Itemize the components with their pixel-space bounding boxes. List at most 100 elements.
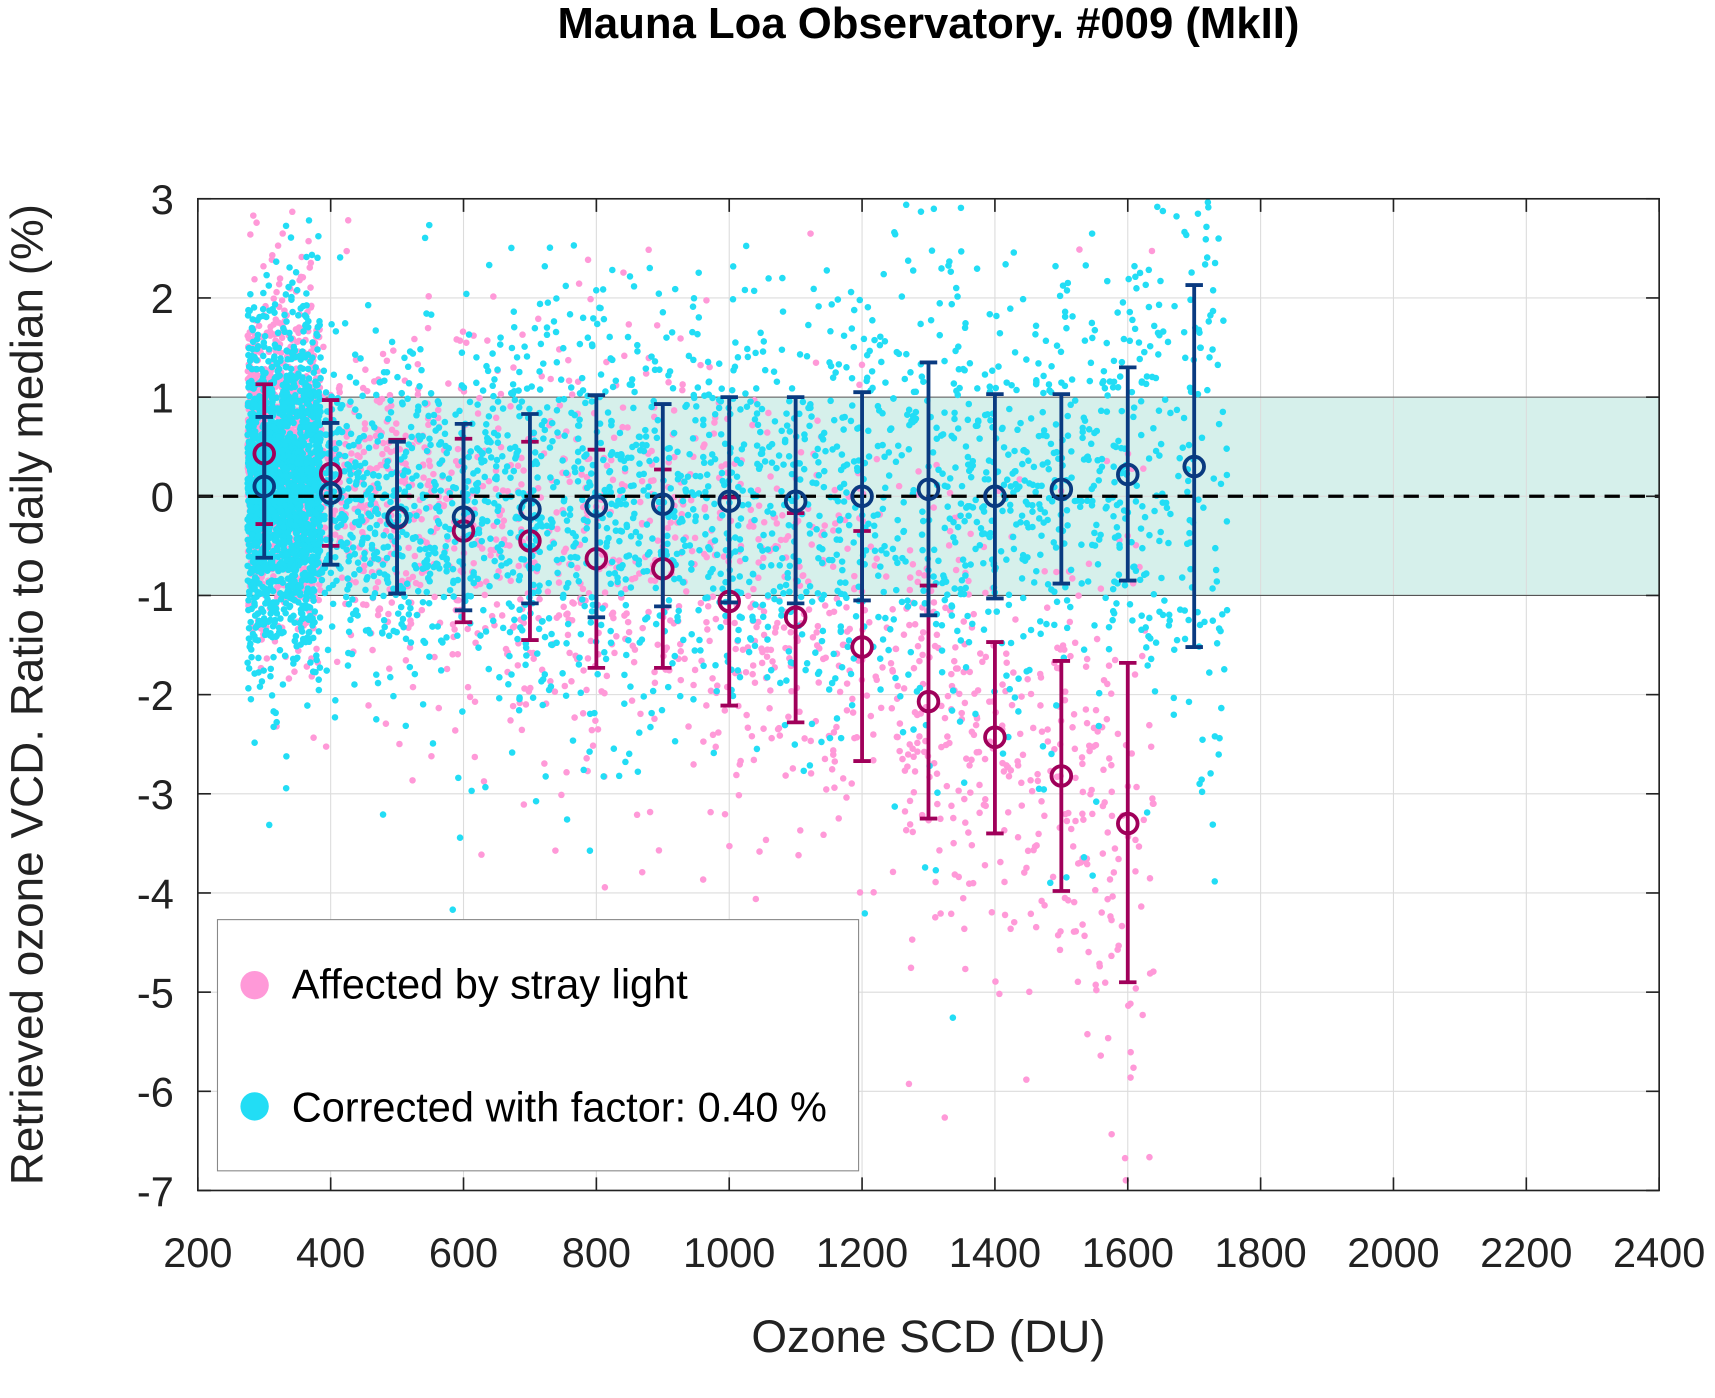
corrected-point	[818, 738, 825, 746]
corrected-point	[347, 616, 354, 624]
corrected-point	[559, 457, 566, 464]
corrected-point	[772, 545, 780, 552]
corrected-point	[1223, 606, 1231, 614]
affected-point	[507, 403, 514, 410]
corrected-point	[785, 453, 793, 460]
affected-point	[671, 453, 678, 461]
corrected-point	[882, 614, 889, 622]
affected-point	[992, 978, 999, 985]
affected-point	[466, 693, 474, 701]
affected-point	[1146, 1153, 1153, 1161]
corrected-point	[335, 439, 343, 447]
affected-point	[454, 650, 462, 658]
corrected-point	[957, 204, 965, 212]
corrected-point	[642, 433, 650, 440]
corrected-point	[1157, 277, 1164, 285]
affected-point	[1086, 747, 1093, 755]
corrected-point	[902, 201, 910, 209]
corrected-point	[312, 518, 320, 525]
corrected-point	[889, 545, 897, 553]
corrected-point	[458, 349, 466, 356]
corrected-point	[986, 310, 994, 318]
corrected-point	[848, 374, 856, 382]
corrected-point	[1146, 614, 1153, 622]
affected-point	[966, 668, 974, 676]
corrected-point	[569, 737, 577, 744]
corrected-point	[263, 271, 270, 279]
corrected-point	[1204, 198, 1212, 206]
corrected-point	[1056, 292, 1064, 300]
affected-point	[305, 237, 312, 245]
affected-point	[583, 755, 590, 762]
affected-point	[769, 658, 776, 665]
affected-point	[968, 756, 975, 764]
affected-point	[831, 758, 839, 765]
affected-point	[931, 642, 939, 650]
corrected-point	[332, 445, 339, 453]
affected-point	[267, 323, 274, 331]
affected-point	[959, 894, 967, 902]
corrected-point	[498, 562, 505, 569]
affected-point	[556, 402, 564, 409]
corrected-point	[1088, 230, 1096, 237]
affected-point	[756, 848, 763, 855]
corrected-point	[958, 482, 966, 490]
corrected-point	[671, 575, 678, 583]
affected-point	[1081, 932, 1088, 940]
affected-point	[889, 606, 896, 613]
corrected-point	[361, 550, 368, 557]
affected-point	[270, 295, 278, 302]
corrected-point	[828, 301, 836, 308]
corrected-point	[512, 455, 519, 462]
corrected-point	[1110, 378, 1118, 385]
corrected-point	[361, 555, 368, 562]
corrected-point	[835, 361, 843, 368]
corrected-point	[1040, 389, 1047, 397]
corrected-point	[439, 472, 446, 479]
affected-point	[814, 417, 821, 424]
affected-point	[866, 619, 873, 626]
corrected-point	[536, 386, 544, 393]
affected-point	[976, 809, 983, 817]
affected-point	[950, 839, 957, 847]
corrected-point	[482, 628, 490, 635]
affected-point	[787, 628, 794, 636]
corrected-point	[769, 510, 777, 517]
affected-point	[853, 734, 861, 741]
affected-point	[699, 876, 707, 883]
affected-point	[1104, 895, 1111, 903]
affected-point	[645, 608, 652, 616]
affected-point	[610, 434, 618, 442]
affected-point	[760, 725, 767, 732]
corrected-point	[1126, 601, 1134, 608]
affected-point	[289, 208, 296, 216]
corrected-point	[431, 478, 438, 486]
corrected-point	[1220, 666, 1228, 673]
corrected-point	[767, 562, 775, 569]
corrected-point	[917, 320, 924, 328]
corrected-point	[999, 750, 1007, 757]
corrected-point	[800, 465, 808, 473]
corrected-point	[588, 341, 596, 348]
affected-point	[563, 611, 570, 618]
affected-point	[613, 633, 620, 640]
affected-point	[603, 672, 611, 680]
corrected-point	[850, 306, 858, 314]
affected-point	[1001, 878, 1008, 886]
corrected-point	[347, 430, 355, 438]
affected-point	[843, 794, 850, 801]
corrected-point	[416, 546, 424, 553]
affected-point	[942, 604, 949, 612]
corrected-point	[808, 720, 816, 728]
corrected-point	[331, 553, 339, 561]
corrected-point	[1021, 477, 1028, 484]
affected-point	[1105, 662, 1113, 669]
corrected-point	[360, 481, 368, 488]
affected-point	[530, 655, 537, 662]
affected-point	[1069, 724, 1076, 731]
affected-point	[1140, 465, 1147, 472]
corrected-point	[305, 629, 313, 637]
affected-point	[322, 743, 330, 750]
affected-point	[1101, 979, 1109, 986]
affected-point	[948, 802, 955, 810]
